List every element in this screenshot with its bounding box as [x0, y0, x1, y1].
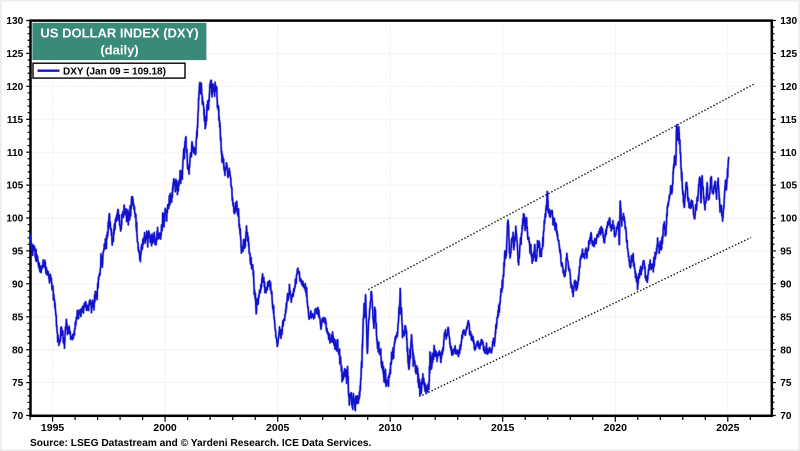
- svg-text:95: 95: [780, 247, 792, 258]
- svg-text:130: 130: [6, 16, 23, 27]
- svg-text:1995: 1995: [41, 422, 65, 434]
- svg-text:110: 110: [780, 148, 797, 159]
- svg-text:2005: 2005: [266, 422, 290, 434]
- svg-text:2010: 2010: [379, 422, 403, 434]
- svg-text:125: 125: [780, 49, 797, 60]
- svg-text:95: 95: [12, 247, 24, 258]
- svg-text:85: 85: [780, 312, 792, 323]
- svg-text:110: 110: [7, 148, 24, 159]
- svg-text:70: 70: [12, 411, 24, 422]
- svg-text:100: 100: [780, 214, 797, 225]
- svg-text:120: 120: [6, 82, 23, 93]
- svg-text:2015: 2015: [491, 422, 515, 434]
- svg-text:2020: 2020: [604, 422, 628, 434]
- svg-text:75: 75: [12, 378, 24, 389]
- svg-text:130: 130: [780, 16, 797, 27]
- svg-text:120: 120: [780, 82, 797, 93]
- svg-text:(daily): (daily): [100, 42, 138, 57]
- svg-text:DXY (Jan 09 = 109.18): DXY (Jan 09 = 109.18): [63, 67, 166, 78]
- svg-text:80: 80: [12, 345, 24, 356]
- svg-text:75: 75: [780, 378, 792, 389]
- svg-text:2000: 2000: [153, 422, 177, 434]
- svg-text:105: 105: [6, 181, 23, 192]
- svg-text:100: 100: [6, 214, 23, 225]
- svg-text:US DOLLAR INDEX (DXY): US DOLLAR INDEX (DXY): [40, 26, 198, 41]
- svg-text:80: 80: [780, 345, 792, 356]
- svg-text:70: 70: [780, 411, 792, 422]
- svg-text:Source: LSEG Datastream and ©: Source: LSEG Datastream and © Yardeni Re…: [30, 438, 372, 449]
- svg-text:90: 90: [780, 279, 792, 290]
- svg-text:105: 105: [780, 181, 797, 192]
- svg-text:85: 85: [12, 312, 24, 323]
- svg-text:115: 115: [7, 115, 24, 126]
- svg-text:2025: 2025: [716, 422, 740, 434]
- svg-text:90: 90: [12, 279, 24, 290]
- svg-text:125: 125: [6, 49, 23, 60]
- svg-text:115: 115: [780, 115, 797, 126]
